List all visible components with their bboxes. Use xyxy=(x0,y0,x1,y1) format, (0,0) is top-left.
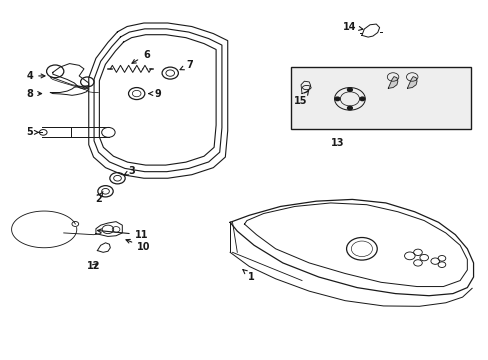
Text: 1: 1 xyxy=(243,270,255,282)
Polygon shape xyxy=(387,77,397,88)
Text: 3: 3 xyxy=(124,166,135,176)
Circle shape xyxy=(359,97,364,100)
Circle shape xyxy=(347,106,351,110)
Text: 7: 7 xyxy=(180,60,192,70)
Text: 15: 15 xyxy=(294,91,308,105)
Text: 13: 13 xyxy=(330,138,344,148)
Text: 12: 12 xyxy=(86,261,100,271)
Bar xyxy=(291,67,470,129)
Circle shape xyxy=(347,88,351,91)
Text: 6: 6 xyxy=(132,50,149,63)
Text: 4: 4 xyxy=(26,71,45,81)
Text: 10: 10 xyxy=(126,239,150,252)
Text: 14: 14 xyxy=(343,22,362,32)
Text: 11: 11 xyxy=(97,229,148,240)
Circle shape xyxy=(334,97,339,100)
Text: 8: 8 xyxy=(26,89,41,99)
Text: 5: 5 xyxy=(26,127,39,138)
Text: 9: 9 xyxy=(148,89,162,99)
Text: 2: 2 xyxy=(95,192,103,204)
Polygon shape xyxy=(407,77,416,88)
